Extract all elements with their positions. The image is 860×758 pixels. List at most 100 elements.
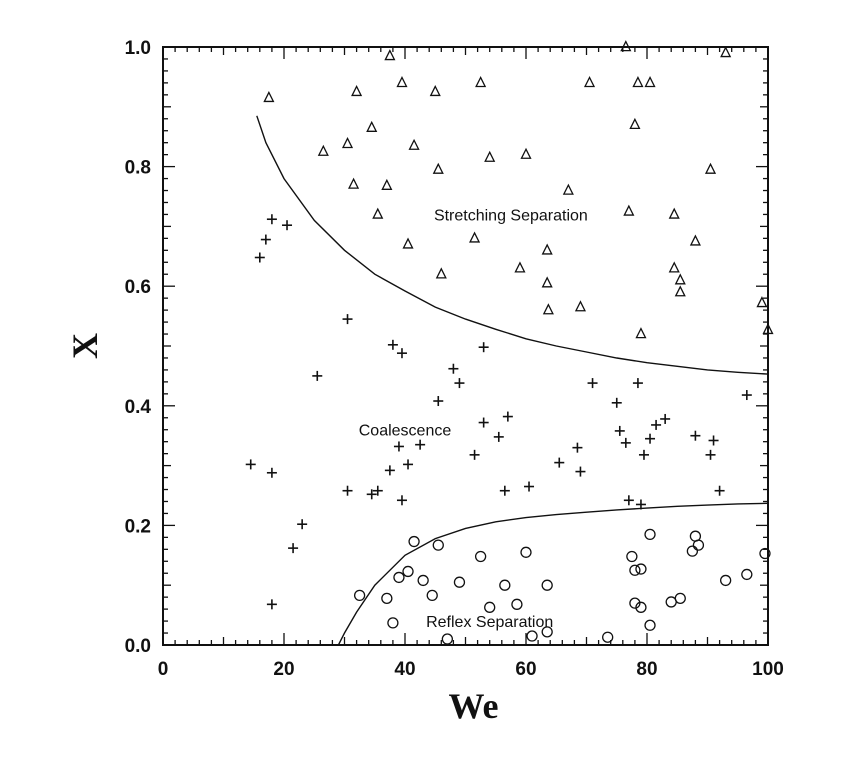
triangle-point — [583, 76, 596, 88]
triangle-point — [384, 49, 396, 61]
triangle-point — [629, 117, 641, 129]
plus-point — [288, 543, 299, 554]
plus-point — [572, 442, 583, 453]
plus-point — [632, 378, 643, 389]
triangle-point — [396, 76, 408, 88]
circle-point — [402, 565, 414, 578]
y-tick-label: 0.4 — [125, 397, 152, 418]
plus-point — [469, 449, 480, 460]
circle-point — [644, 528, 656, 541]
plus-point — [245, 459, 256, 470]
y-axis-title: X — [65, 333, 105, 359]
region-boundaries — [163, 115, 769, 646]
plus-point — [651, 419, 662, 430]
circle-point — [499, 579, 511, 591]
circle-point — [387, 617, 399, 629]
plus-point — [478, 342, 489, 353]
x-tick-label: 20 — [273, 659, 294, 680]
plus-point — [297, 519, 308, 530]
boundary-curve — [163, 502, 769, 646]
triangle-point — [402, 237, 414, 249]
triangle-point — [348, 177, 360, 189]
circle-point — [626, 550, 638, 563]
x-tick-label: 0 — [158, 659, 169, 680]
circle-point — [520, 546, 532, 558]
triangle-point — [541, 243, 553, 255]
plus-point — [342, 314, 353, 325]
plot-area — [162, 46, 769, 646]
x-tick-label: 100 — [752, 659, 784, 680]
triangle-point — [668, 207, 680, 219]
plus-point — [448, 363, 459, 374]
triangle-point — [381, 178, 393, 190]
triangle-point — [562, 183, 574, 195]
triangle-point — [435, 267, 447, 279]
y-tick-label: 0.8 — [125, 158, 151, 179]
plus-point — [372, 485, 383, 496]
circle-point — [541, 626, 553, 638]
plus-point — [714, 485, 725, 496]
circle-point — [381, 592, 393, 605]
plus-point — [554, 457, 565, 468]
triangle-point — [689, 234, 701, 246]
region-annotations: Stretching Separation Coalescence Reflex S… — [359, 207, 588, 631]
axis-ticks — [162, 46, 769, 646]
plus-point — [741, 390, 752, 401]
triangle-point — [674, 285, 686, 297]
circle-point — [526, 630, 538, 642]
x-tick-label: 80 — [636, 659, 657, 680]
y-tick-label: 0.2 — [125, 516, 151, 537]
triangle-point — [674, 273, 686, 285]
plus-point — [403, 459, 414, 470]
circle-point — [644, 619, 656, 631]
boundary-curve — [256, 115, 769, 375]
plus-point — [415, 439, 426, 450]
plus-point — [266, 214, 277, 225]
x-tick-label: 60 — [515, 659, 536, 680]
region-label: Stretching Separation — [434, 207, 588, 224]
triangle-point — [632, 76, 644, 88]
circle-point — [741, 568, 753, 581]
plus-point — [254, 252, 265, 263]
circle-point — [629, 564, 641, 576]
plus-point — [708, 435, 719, 446]
circle-point — [629, 597, 641, 609]
plus-point — [396, 348, 407, 359]
triangle-point — [635, 327, 647, 339]
triangle-point — [432, 162, 444, 174]
triangle-point — [484, 150, 496, 162]
data-markers — [245, 40, 774, 645]
plus-point — [454, 378, 465, 389]
plus-point — [384, 465, 395, 476]
circle-point — [353, 589, 366, 602]
plus-point — [638, 449, 649, 460]
triangle-point — [542, 303, 554, 315]
circle-point — [441, 633, 454, 645]
triangle-point — [623, 204, 635, 216]
triangle-point — [644, 76, 656, 88]
circle-point — [635, 563, 647, 575]
triangle-point — [475, 76, 487, 88]
circle-point — [692, 539, 705, 551]
plus-point — [387, 339, 398, 350]
plus-point — [635, 499, 646, 510]
circle-point — [484, 601, 496, 613]
plus-point — [366, 489, 377, 500]
triangle-point — [620, 40, 632, 52]
circle-point — [674, 592, 686, 605]
circle-point — [408, 535, 420, 548]
triangle-point — [720, 46, 732, 58]
plus-point — [312, 370, 323, 381]
triangle-point — [341, 137, 354, 149]
plus-point — [611, 397, 622, 408]
x-axis-title: We — [449, 686, 499, 726]
triangle-point — [317, 144, 329, 156]
triangle-point — [514, 261, 526, 273]
circle-point — [541, 579, 553, 591]
triangle-point — [756, 296, 768, 308]
plus-point — [690, 430, 701, 441]
circle-point — [474, 550, 487, 563]
triangle-point — [520, 147, 532, 159]
region-label: Reflex Separation — [426, 614, 553, 631]
